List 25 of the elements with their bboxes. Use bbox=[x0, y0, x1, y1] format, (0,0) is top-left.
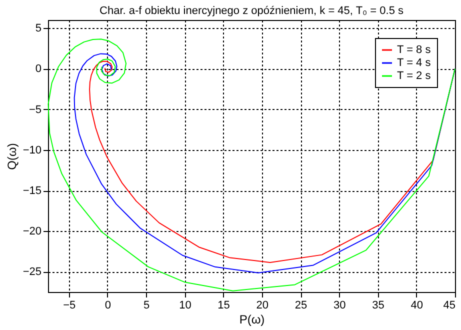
x-tick-label: 15 bbox=[218, 300, 230, 312]
y-axis-title: Q(ω) bbox=[4, 143, 19, 170]
x-tick-label: 0 bbox=[104, 300, 112, 312]
x-tick-label: 25 bbox=[294, 300, 308, 312]
legend-label: T = 4 s bbox=[397, 57, 432, 69]
x-tick-label: 40 bbox=[410, 300, 424, 312]
y-tick-label: −5 bbox=[28, 104, 42, 116]
x-axis-title: P(ω) bbox=[239, 312, 265, 326]
x-tick-label: 35 bbox=[372, 300, 384, 312]
y-tick-label: −15 bbox=[22, 185, 42, 198]
x-tick-label: −5 bbox=[63, 300, 76, 312]
legend-label: T = 8 s bbox=[397, 44, 432, 56]
y-tick-label: −25 bbox=[22, 266, 42, 278]
x-tick-label: 20 bbox=[256, 300, 269, 312]
x-tick-label: 5 bbox=[144, 300, 150, 312]
chart-title: Char. a-f obiektu inercyjnego z opóźnieniem, k = 45, T₀ = 0.5 s bbox=[100, 5, 404, 17]
y-tick-label: 5 bbox=[35, 22, 42, 35]
x-tick-label: 10 bbox=[179, 300, 192, 312]
y-tick-label: 0 bbox=[35, 63, 42, 76]
x-tick-label: 30 bbox=[334, 300, 346, 312]
y-tick-label: −10 bbox=[22, 144, 42, 156]
x-tick-label: 45 bbox=[443, 300, 456, 312]
legend-label: T = 2 s bbox=[397, 70, 432, 82]
y-tick-label: −20 bbox=[22, 226, 42, 238]
line-series bbox=[48, 38, 456, 292]
